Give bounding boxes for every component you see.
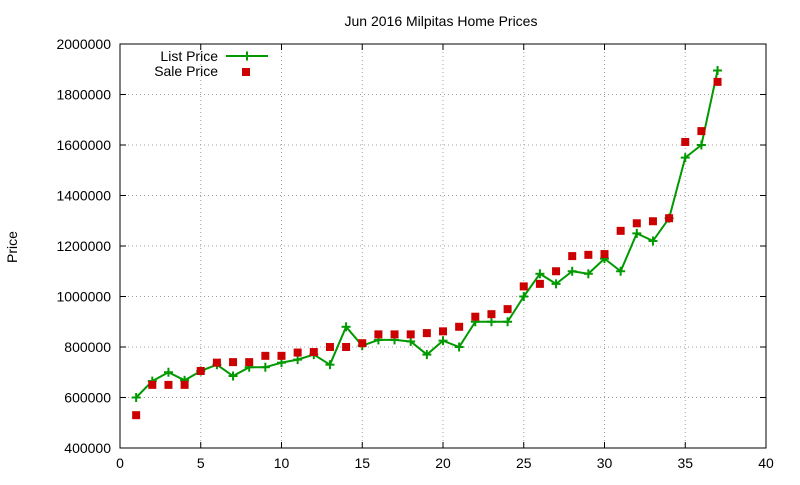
sale-price-point (342, 343, 351, 351)
list-price-point (535, 269, 545, 279)
data-series (131, 66, 723, 420)
series-list-price (131, 66, 723, 402)
x-tick-label: 35 (677, 455, 693, 471)
sale-price-point (471, 312, 480, 321)
x-tick-label: 40 (758, 455, 774, 471)
list-price-point (632, 228, 642, 238)
x-tick-label: 0 (116, 455, 124, 471)
sale-price-point (455, 322, 464, 331)
y-tick-label: 800000 (64, 339, 111, 355)
x-tick-label: 30 (597, 455, 613, 471)
list-price-point (583, 269, 593, 279)
sale-price-point (358, 339, 367, 348)
legend: List Price Sale Price (154, 48, 268, 79)
axes: 0 5 10 15 20 25 30 35 40 400000 600000 800000 100000… (56, 36, 774, 471)
legend-sample-sale-price-marker (242, 68, 250, 76)
sale-price-point (503, 305, 512, 314)
sale-price-point (132, 411, 141, 420)
y-tick-label: 1000000 (56, 289, 111, 305)
y-tick-label: 1800000 (56, 87, 111, 103)
sale-price-point (713, 77, 722, 86)
sale-price-point (439, 327, 447, 336)
sale-price-point (293, 348, 302, 357)
sale-price-point (212, 358, 221, 367)
sale-price-point (309, 348, 318, 357)
list-price-point (696, 140, 706, 150)
sale-price-point (245, 358, 254, 367)
list-price-point (486, 317, 496, 327)
list-price-point (131, 393, 141, 402)
series-sale-price (132, 77, 722, 420)
y-tick-label: 1400000 (56, 188, 111, 204)
legend-sample-list-price-marker (242, 51, 252, 61)
sale-price-point (519, 282, 528, 291)
sale-price-point (180, 380, 189, 389)
list-price-point (616, 266, 626, 276)
sale-price-point (616, 226, 625, 235)
x-tick-label: 5 (197, 455, 205, 471)
sale-price-point (600, 250, 609, 259)
list-price-point (341, 322, 351, 332)
sale-price-point (196, 366, 205, 375)
legend-label-list-price: List Price (160, 48, 218, 64)
list-price-point (438, 336, 448, 346)
sale-price-point (487, 310, 496, 319)
list-price-point (260, 362, 270, 372)
sale-price-point (681, 137, 690, 146)
sale-price-point (422, 329, 431, 338)
y-tick-label: 1200000 (56, 238, 111, 254)
sale-price-point (632, 219, 641, 228)
list-price-point (713, 66, 723, 76)
y-tick-label: 2000000 (56, 36, 111, 52)
y-tick-label: 600000 (64, 390, 111, 406)
sale-price-point (406, 330, 415, 339)
legend-label-sale-price: Sale Price (154, 63, 218, 79)
sale-price-point (277, 351, 286, 360)
sale-price-point (164, 380, 173, 389)
x-tick-label: 25 (516, 455, 532, 471)
list-price-point (406, 336, 416, 346)
sale-price-point (261, 351, 270, 360)
y-axis-label: Price (4, 231, 20, 263)
list-price-point (551, 279, 561, 289)
sale-price-point (665, 214, 674, 223)
list-price-point (163, 367, 173, 377)
sale-price-point (568, 252, 577, 261)
sale-price-point (374, 330, 383, 339)
list-price-point (680, 153, 690, 163)
x-tick-label: 15 (354, 455, 370, 471)
list-price-point (422, 350, 432, 360)
sale-price-point (535, 279, 544, 288)
chart-title: Jun 2016 Milpitas Home Prices (345, 13, 538, 29)
list-price-point (325, 360, 335, 370)
list-price-point (648, 236, 658, 246)
list-price-point (567, 266, 577, 276)
sale-price-point (325, 343, 334, 351)
list-price-point (454, 342, 464, 352)
list-price-line (135, 70, 719, 399)
sale-price-point (229, 358, 238, 367)
sale-price-point (697, 127, 706, 136)
sale-price-point (584, 250, 593, 259)
y-tick-label: 400000 (64, 440, 111, 456)
sale-price-point (648, 217, 657, 226)
sale-price-point (552, 267, 561, 276)
y-tick-label: 1600000 (56, 137, 111, 153)
grid-lines (120, 44, 766, 448)
sale-price-point (390, 330, 399, 339)
list-price-point (519, 292, 529, 301)
sale-price-point (148, 380, 157, 389)
x-tick-label: 20 (435, 455, 451, 471)
list-price-point (228, 371, 238, 381)
list-price-point (293, 355, 303, 365)
x-tick-label: 10 (274, 455, 290, 471)
list-price-point (503, 317, 513, 327)
